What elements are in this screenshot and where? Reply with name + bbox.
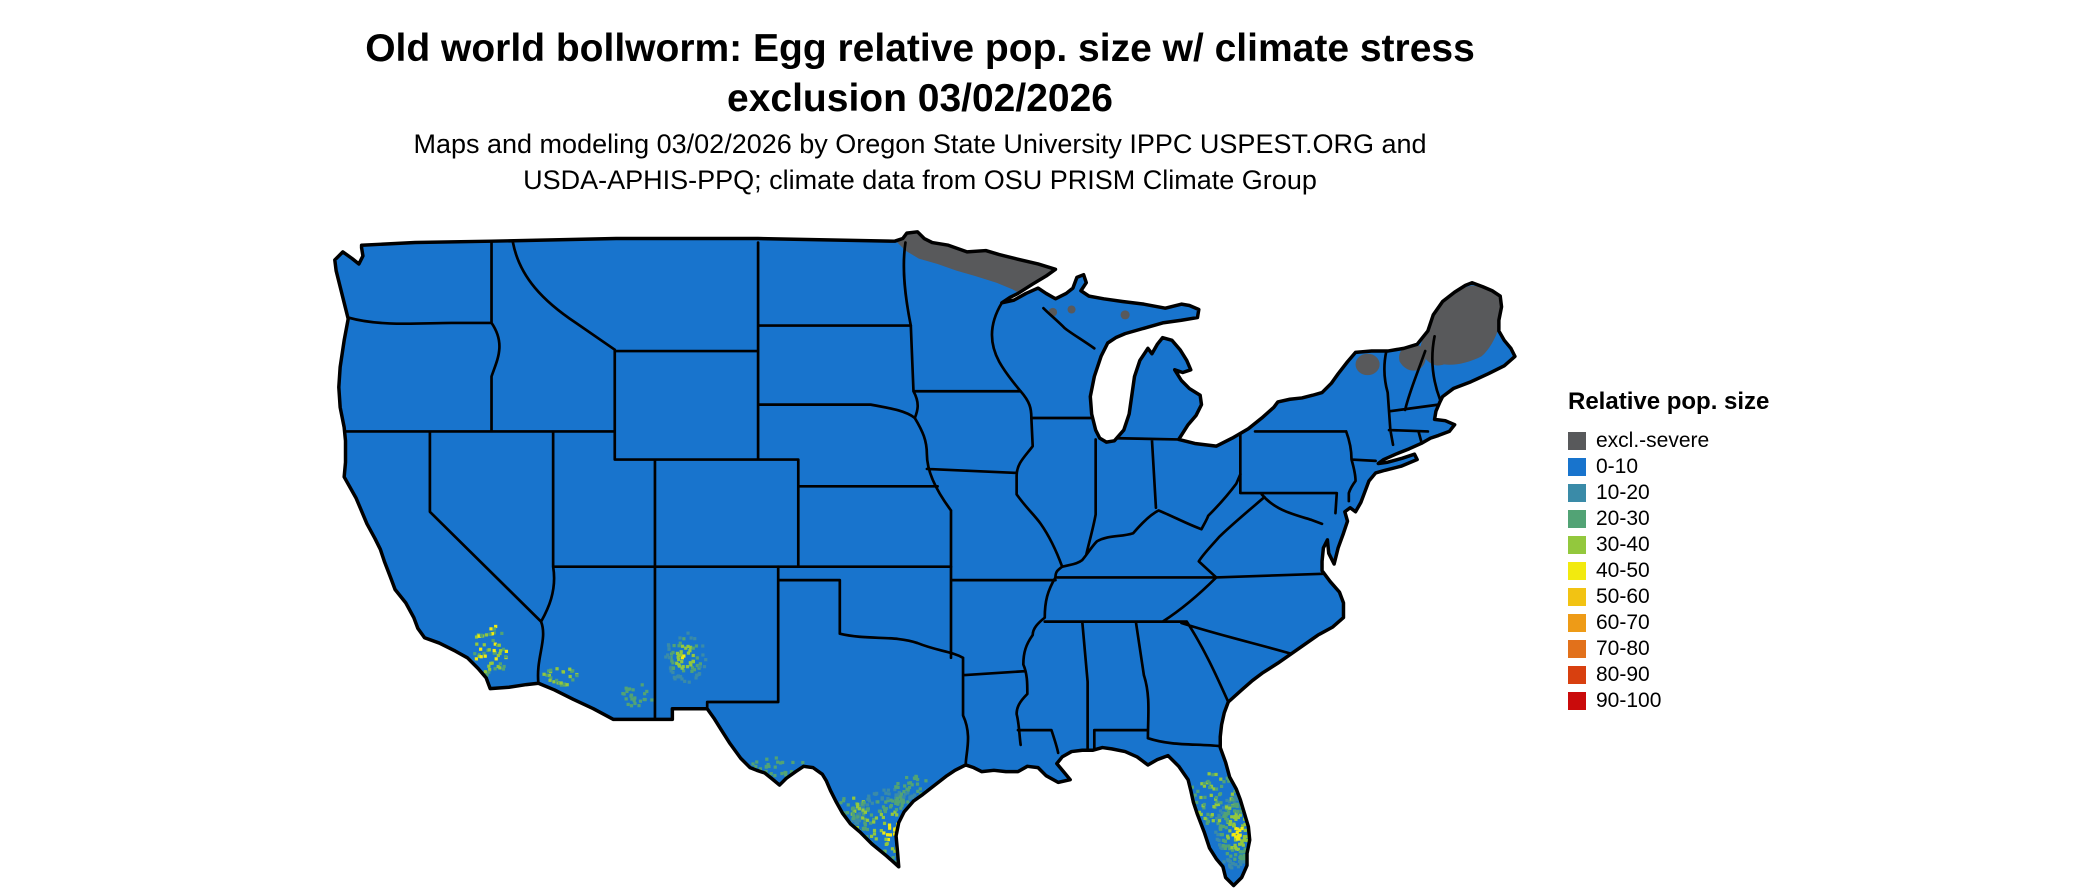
legend-label: 50-60 [1596, 585, 1650, 608]
exclusion-region-upper-michigan [1120, 310, 1130, 320]
legend-item-20-30: 20-30 [1568, 506, 1769, 532]
legend-swatch [1568, 432, 1586, 450]
legend-item-50-60: 50-60 [1568, 584, 1769, 610]
legend-swatch [1568, 536, 1586, 554]
legend-label: 40-50 [1596, 559, 1650, 582]
legend-swatch [1568, 510, 1586, 528]
legend-swatch [1568, 588, 1586, 606]
legend-swatch [1568, 484, 1586, 502]
legend-swatch [1568, 640, 1586, 658]
legend-label: excl.-severe [1596, 429, 1710, 452]
legend-item-80-90: 80-90 [1568, 662, 1769, 688]
us-map-container [308, 226, 1527, 890]
legend-swatch [1568, 562, 1586, 580]
page-title: Old world bollworm: Egg relative pop. si… [0, 24, 1840, 124]
us-landmass [334, 231, 1515, 886]
legend: Relative pop. size excl.-severe 0-10 10-20… [1568, 388, 1769, 714]
state-borders [336, 241, 1442, 767]
legend-swatch [1568, 458, 1586, 476]
legend-label: 30-40 [1596, 533, 1650, 556]
legend-label: 70-80 [1596, 637, 1650, 660]
legend-items: excl.-severe 0-10 10-20 20-30 30-40 40-50 50-6… [1568, 428, 1769, 714]
legend-label: 90-100 [1596, 689, 1662, 712]
legend-label: 10-20 [1596, 481, 1650, 504]
legend-label: 60-70 [1596, 611, 1650, 634]
legend-swatch [1568, 692, 1586, 710]
legend-label: 0-10 [1596, 455, 1639, 478]
exclusion-region-northern-wisconsin-2 [1067, 305, 1076, 314]
legend-item-70-80: 70-80 [1568, 636, 1769, 662]
exclusion-region-adirondacks [1355, 353, 1380, 376]
legend-label: 20-30 [1596, 507, 1650, 530]
title-line-2: exclusion 03/02/2026 [727, 77, 1113, 120]
legend-item-60-70: 60-70 [1568, 610, 1769, 636]
legend-item-0-10: 0-10 [1568, 454, 1769, 480]
legend-swatch [1568, 614, 1586, 632]
legend-swatch [1568, 666, 1586, 684]
legend-item-90-100: 90-100 [1568, 688, 1769, 714]
subtitle-line-1: Maps and modeling 03/02/2026 by Oregon S… [413, 129, 1427, 159]
exclusion-region-northern-new-hampshire [1399, 343, 1426, 371]
us-outline [333, 230, 1517, 888]
legend-item-40-50: 40-50 [1568, 558, 1769, 584]
subtitle-line-2: USDA-APHIS-PPQ; climate data from OSU PR… [523, 165, 1317, 195]
page-subtitle: Maps and modeling 03/02/2026 by Oregon S… [0, 126, 1840, 198]
legend-label: 80-90 [1596, 663, 1650, 686]
exclusion-region-northern-minnesota [894, 231, 1056, 297]
legend-item-30-40: 30-40 [1568, 532, 1769, 558]
title-line-1: Old world bollworm: Egg relative pop. si… [365, 27, 1475, 70]
us-map [333, 230, 1517, 888]
legend-item-10-20: 10-20 [1568, 480, 1769, 506]
legend-item-excl.-severe: excl.-severe [1568, 428, 1769, 454]
legend-title: Relative pop. size [1568, 388, 1770, 415]
